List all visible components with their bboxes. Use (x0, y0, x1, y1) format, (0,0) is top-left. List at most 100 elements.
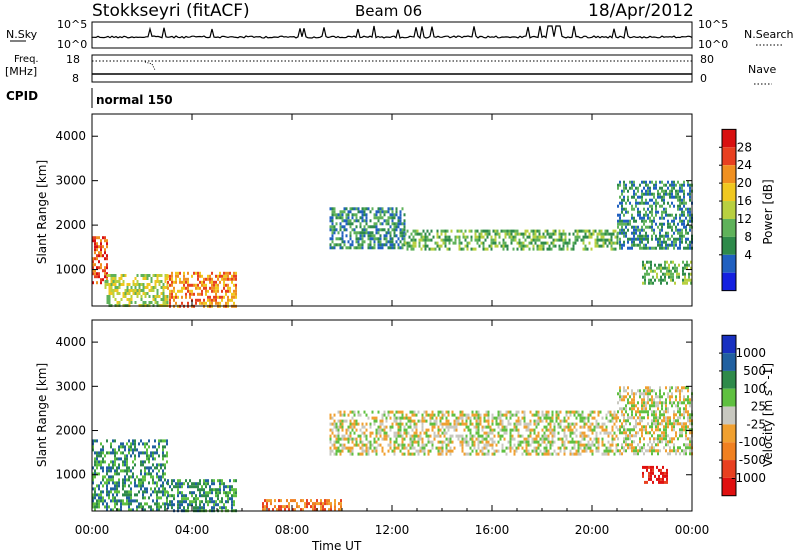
data-cell (397, 446, 400, 450)
data-cell (515, 428, 518, 432)
data-cell (627, 401, 629, 405)
data-cell (670, 269, 672, 273)
data-cell (270, 499, 272, 503)
data-cell (130, 499, 132, 503)
data-cell (681, 198, 683, 202)
data-cell (329, 437, 332, 441)
data-cell (663, 207, 665, 211)
data-cell (631, 240, 633, 244)
data-cell (431, 422, 434, 426)
data-cell (377, 410, 380, 414)
data-cell (173, 280, 175, 284)
data-cell (148, 295, 151, 298)
data-cell (345, 431, 348, 435)
data-cell (669, 416, 671, 420)
data-cell (663, 192, 665, 196)
data-cell (627, 240, 629, 244)
data-cell (655, 437, 657, 441)
data-cell (611, 416, 614, 420)
data-cell (675, 419, 677, 423)
data-cell (513, 413, 516, 417)
data-cell (397, 410, 400, 414)
data-cell (197, 298, 199, 302)
data-cell (564, 241, 567, 245)
data-cell (597, 413, 600, 417)
data-cell (555, 410, 558, 414)
data-cell (625, 449, 627, 453)
data-cell (225, 292, 227, 296)
data-cell (114, 490, 116, 494)
data-cell (469, 428, 472, 432)
data-cell (112, 487, 114, 491)
data-cell (205, 485, 207, 489)
data-cell (685, 240, 687, 244)
data-cell (429, 434, 432, 438)
data-cell (657, 201, 659, 205)
data-cell (233, 277, 235, 281)
data-cell (160, 439, 162, 443)
data-cell (286, 499, 288, 503)
data-cell (651, 204, 653, 208)
data-cell (667, 440, 669, 444)
data-cell (616, 238, 619, 242)
data-cell (355, 440, 358, 444)
beam-label: Beam 06 (355, 2, 422, 20)
data-cell (225, 506, 227, 510)
data-cell (652, 465, 654, 469)
data-cell (579, 446, 582, 450)
data-cell (642, 281, 644, 285)
data-cell (497, 410, 500, 414)
data-cell (211, 500, 213, 504)
data-cell (687, 413, 689, 417)
data-cell (114, 460, 116, 464)
data-cell (132, 280, 135, 283)
data-cell (560, 235, 563, 239)
data-cell (460, 241, 463, 245)
data-cell (663, 437, 665, 441)
data-cell (478, 238, 481, 242)
data-cell (379, 443, 382, 447)
data-cell (461, 434, 464, 438)
data-cell (595, 446, 598, 450)
data-cell (341, 231, 344, 235)
data-cell (499, 416, 502, 420)
data-cell (160, 490, 162, 494)
data-cell (625, 410, 627, 414)
data-cell (292, 508, 294, 512)
data-cell (653, 219, 655, 223)
data-cell (203, 280, 205, 284)
data-cell (116, 466, 118, 470)
data-cell (579, 452, 582, 456)
data-cell (661, 246, 663, 250)
data-cell (148, 274, 151, 277)
data-cell (347, 449, 350, 453)
data-cell (152, 286, 155, 289)
data-cell (597, 449, 600, 453)
data-cell (383, 243, 386, 247)
data-cell (551, 419, 554, 423)
data-cell (148, 460, 150, 464)
data-cell (681, 413, 683, 417)
data-cell (683, 213, 685, 217)
data-cell (341, 225, 344, 229)
data-cell (138, 454, 140, 458)
data-cell (556, 238, 559, 242)
data-cell (657, 401, 659, 405)
data-cell (652, 480, 654, 484)
data-cell (627, 419, 629, 423)
data-cell (451, 434, 454, 438)
data-cell (677, 419, 679, 423)
data-cell (530, 229, 533, 233)
data-cell (539, 449, 542, 453)
data-cell (516, 229, 519, 233)
data-cell (383, 410, 386, 414)
data-cell (142, 286, 145, 289)
data-cell (185, 286, 187, 290)
data-cell (162, 439, 164, 443)
data-cell (426, 238, 429, 242)
data-cell (583, 431, 586, 435)
data-cell (625, 428, 627, 432)
data-cell (171, 271, 173, 275)
data-cell (223, 283, 225, 287)
data-cell (612, 247, 615, 251)
